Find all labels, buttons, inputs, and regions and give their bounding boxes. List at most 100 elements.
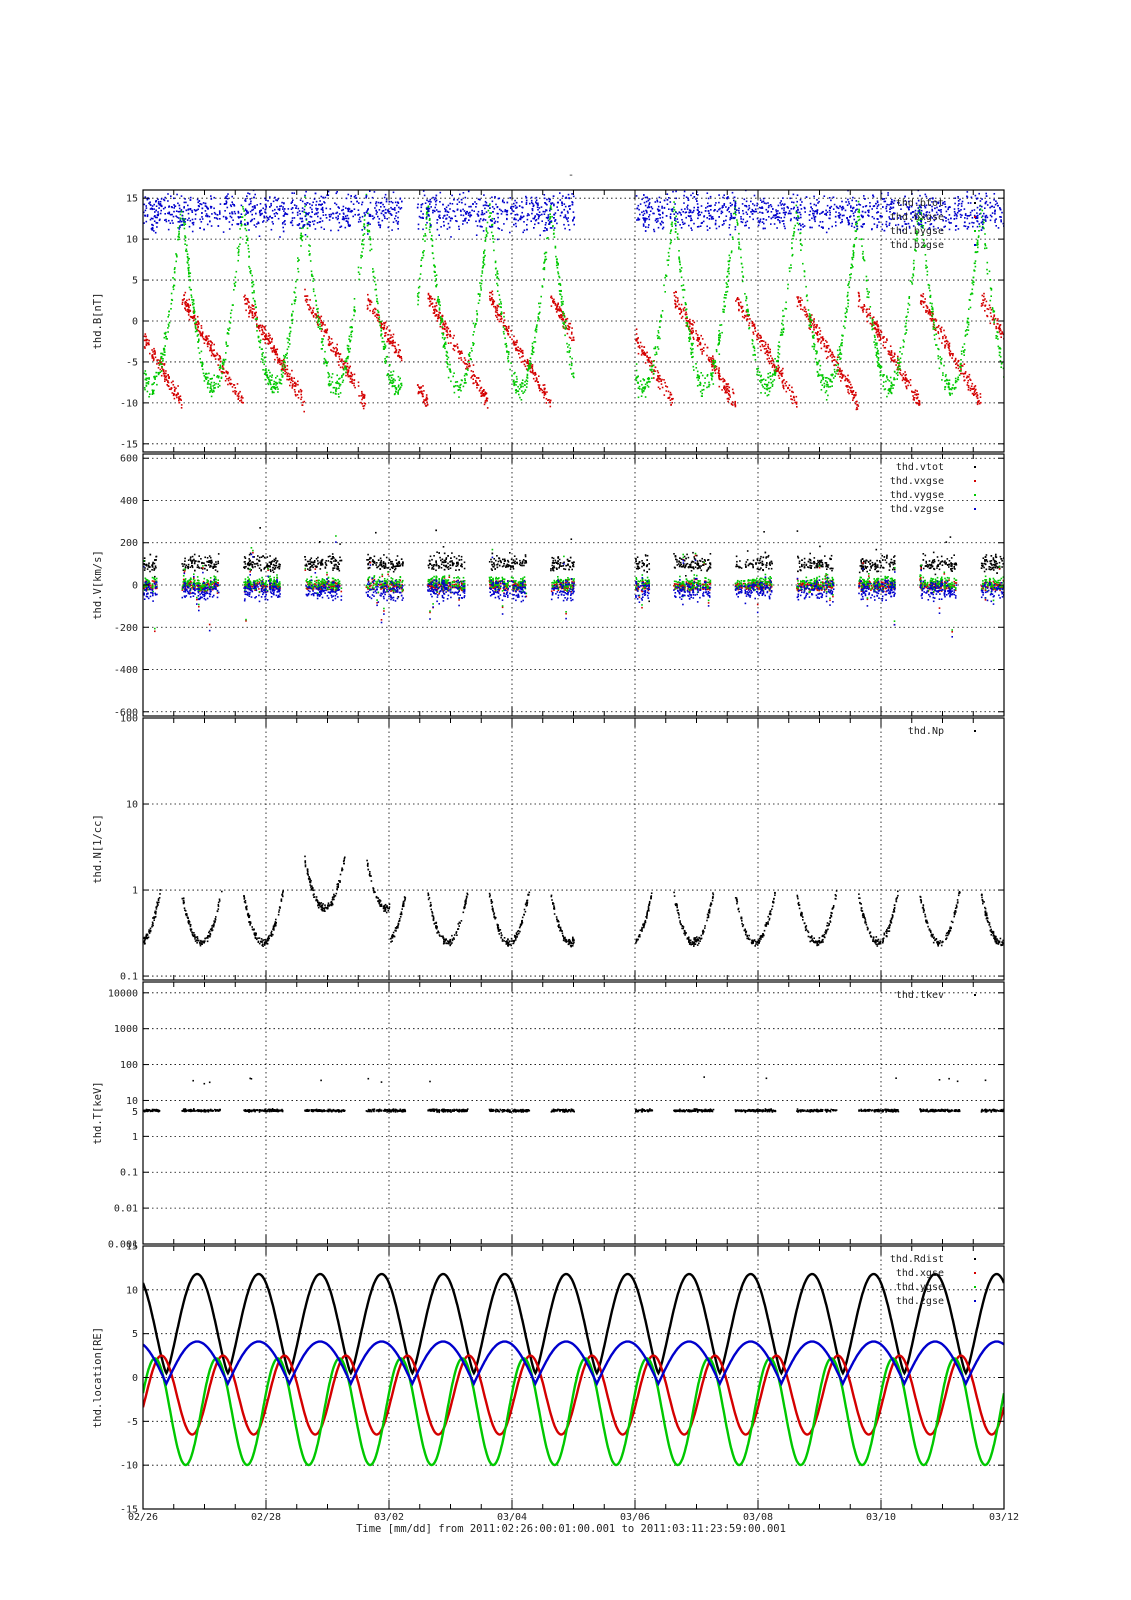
data-point	[529, 163, 531, 165]
data-point	[926, 173, 928, 175]
data-point	[997, 318, 999, 320]
data-point	[282, 161, 284, 163]
data-point	[564, 174, 566, 176]
data-point	[848, 174, 850, 176]
data-point	[238, 167, 240, 169]
data-point	[573, 167, 575, 169]
data-point	[786, 160, 788, 162]
data-point	[353, 170, 355, 172]
data-point	[832, 359, 835, 361]
data-point	[269, 334, 271, 337]
data-point	[746, 175, 748, 177]
data-point	[546, 391, 548, 393]
data-point	[447, 163, 449, 165]
data-point	[453, 162, 455, 164]
data-point	[250, 154, 252, 156]
data-point	[357, 381, 360, 384]
data-point	[664, 172, 666, 174]
data-point	[338, 160, 340, 162]
data-point	[643, 169, 645, 171]
data-point	[385, 332, 387, 334]
data-point	[426, 172, 428, 174]
data-point	[250, 166, 252, 168]
data-point	[650, 168, 652, 170]
data-point	[453, 349, 456, 352]
data-point	[171, 175, 173, 177]
data-point	[322, 153, 324, 155]
data-point	[558, 306, 561, 308]
data-point	[382, 168, 384, 170]
data-point	[694, 152, 696, 154]
data-point	[248, 161, 250, 163]
data-point	[892, 164, 894, 166]
data-point	[325, 167, 327, 169]
data-point	[208, 165, 210, 167]
data-point	[701, 348, 703, 351]
data-point	[347, 375, 350, 378]
data-point	[208, 177, 210, 179]
data-point	[543, 159, 545, 161]
data-point	[870, 174, 872, 176]
data-point	[733, 162, 735, 164]
data-point	[152, 359, 155, 362]
data-point	[361, 170, 363, 172]
data-point	[539, 167, 541, 169]
data-point	[276, 168, 278, 170]
data-point	[321, 164, 323, 166]
data-point	[283, 369, 285, 371]
data-point	[325, 162, 327, 164]
data-point	[197, 166, 199, 168]
data-point	[773, 363, 775, 366]
data-point	[683, 159, 685, 161]
data-point	[849, 167, 851, 169]
data-point	[933, 328, 936, 331]
data-point	[392, 163, 394, 165]
data-point	[507, 167, 509, 169]
data-point	[790, 395, 792, 397]
data-point	[441, 315, 444, 317]
data-point	[521, 166, 523, 168]
data-point	[358, 395, 360, 397]
data-point	[359, 175, 361, 177]
data-point	[484, 400, 487, 402]
data-point	[221, 157, 223, 159]
data-point	[761, 157, 763, 159]
data-point	[263, 327, 266, 329]
data-point	[426, 172, 428, 174]
data-point	[974, 385, 977, 387]
data-point	[963, 163, 965, 165]
data-point	[503, 312, 505, 314]
data-point	[353, 373, 356, 376]
data-point	[395, 350, 397, 353]
data-point	[311, 166, 313, 168]
data-point	[456, 162, 458, 164]
data-point	[320, 162, 322, 164]
data-point	[253, 157, 255, 159]
data-point	[346, 161, 348, 163]
data-point	[526, 167, 528, 169]
data-point	[711, 369, 714, 371]
data-point	[760, 177, 762, 179]
data-point	[225, 371, 228, 374]
data-point	[285, 160, 287, 162]
data-point	[988, 165, 990, 167]
data-point	[769, 351, 771, 354]
data-point	[920, 157, 922, 159]
data-point	[837, 164, 839, 166]
data-point	[337, 361, 340, 363]
data-point	[248, 163, 250, 165]
data-point	[268, 164, 270, 166]
data-point	[888, 168, 890, 170]
data-point	[242, 160, 244, 162]
data-point	[206, 343, 209, 345]
data-point	[996, 157, 998, 159]
data-point	[178, 177, 180, 179]
data-point	[394, 351, 396, 354]
data-point	[204, 159, 206, 161]
data-point	[304, 161, 306, 163]
data-point	[666, 168, 668, 170]
data-point	[342, 166, 344, 168]
data-point	[735, 168, 737, 170]
data-point	[686, 160, 688, 162]
data-point	[647, 359, 650, 362]
